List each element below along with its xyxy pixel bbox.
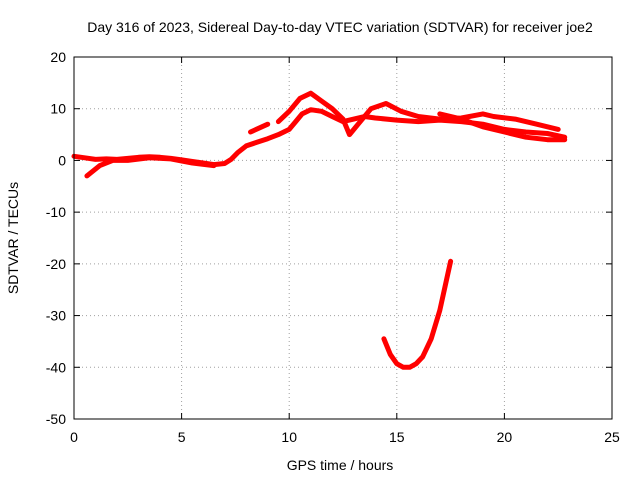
data-series bbox=[71, 90, 568, 370]
y-tick-label: -40 bbox=[46, 359, 66, 375]
series-line-track-f bbox=[381, 258, 454, 370]
series-line-track-e bbox=[437, 111, 568, 143]
x-tick-label: 0 bbox=[70, 429, 78, 445]
y-tick-label: 20 bbox=[50, 49, 66, 65]
x-tick-label: 10 bbox=[281, 429, 297, 445]
x-tick-label: 5 bbox=[178, 429, 186, 445]
chart-title: Day 316 of 2023, Sidereal Day-to-day VTE… bbox=[87, 19, 593, 35]
x-axis-label: GPS time / hours bbox=[287, 457, 394, 473]
x-tick-label: 20 bbox=[497, 429, 513, 445]
series-line-track-b bbox=[84, 155, 217, 179]
series-line-track-c bbox=[248, 121, 271, 135]
x-tick-label: 25 bbox=[604, 429, 620, 445]
y-tick-label: -10 bbox=[46, 204, 66, 220]
series-line-track-d bbox=[275, 90, 561, 138]
y-tick-label: -50 bbox=[46, 411, 66, 427]
axis-ticks: 0 5 10 15 20 25 -50 -40 -30 -20 -10 0 10 20 bbox=[46, 49, 620, 445]
y-tick-label: 10 bbox=[50, 101, 66, 117]
x-tick-label: 15 bbox=[389, 429, 405, 445]
y-axis-label: SDTVAR / TECUs bbox=[5, 182, 21, 294]
y-tick-label: -30 bbox=[46, 308, 66, 324]
y-tick-label: -20 bbox=[46, 256, 66, 272]
y-tick-label: 0 bbox=[58, 152, 66, 168]
plot-frame bbox=[73, 56, 613, 420]
